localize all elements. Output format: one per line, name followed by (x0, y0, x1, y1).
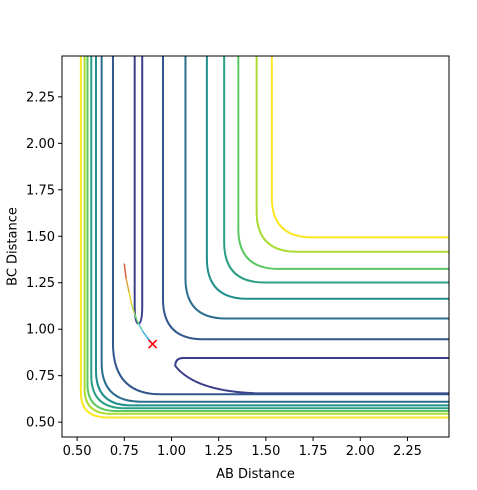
contour-line (161, 56, 449, 341)
contour-line (83, 56, 449, 415)
trajectory-segment (123, 263, 127, 280)
contour-line (255, 56, 449, 253)
trajectory-segment (142, 331, 149, 340)
contour-line (237, 56, 449, 270)
contour-line (111, 56, 449, 396)
contour-line (174, 357, 449, 395)
contour-line (90, 56, 449, 410)
contour-line (79, 56, 449, 419)
x-tick-label: 2.25 (393, 444, 422, 459)
contour-line (100, 56, 449, 403)
y-tick-label: 1.50 (26, 230, 55, 245)
trajectory-path (123, 263, 154, 345)
y-tick-label: 1.25 (26, 276, 55, 291)
y-axis-label: BC Distance (6, 207, 21, 286)
y-tick-label: 1.75 (26, 183, 55, 198)
contour-line (184, 56, 449, 320)
contour-line (133, 56, 144, 325)
y-axis-ticks: 0.50 0.75 1.00 1.25 1.50 1.75 2.00 2.25 (26, 90, 62, 431)
plot-frame (61, 55, 450, 438)
end-point-marker (148, 339, 158, 349)
trajectory-segment (131, 304, 136, 316)
trajectory-segment (133, 313, 140, 325)
y-tick-label: 2.00 (26, 137, 55, 152)
contour-line (223, 56, 449, 284)
x-axis-ticks: 0.50 0.75 1.00 1.25 1.50 1.75 2.00 2.25 (63, 437, 422, 459)
y-tick-label: 0.50 (26, 416, 55, 431)
y-tick-label: 0.75 (26, 369, 55, 384)
marker-stroke (148, 339, 158, 349)
contour-line (270, 56, 449, 239)
trajectory-segment (125, 278, 130, 293)
x-tick-label: 0.50 (63, 444, 92, 459)
x-tick-label: 1.00 (157, 444, 186, 459)
contour-line (94, 56, 449, 407)
trajectory-segment (128, 291, 133, 306)
y-tick-label: 1.00 (26, 323, 55, 338)
x-tick-label: 0.75 (110, 444, 139, 459)
y-tick-label: 2.25 (26, 90, 55, 105)
trajectory-segment (137, 322, 144, 333)
x-axis-label: AB Distance (216, 467, 295, 482)
contour-line (86, 56, 449, 412)
contour-lines (79, 56, 449, 419)
contour-line (205, 56, 449, 300)
x-tick-label: 1.50 (251, 444, 280, 459)
x-tick-label: 1.25 (204, 444, 233, 459)
x-tick-label: 1.75 (299, 444, 328, 459)
x-tick-label: 2.00 (346, 444, 375, 459)
